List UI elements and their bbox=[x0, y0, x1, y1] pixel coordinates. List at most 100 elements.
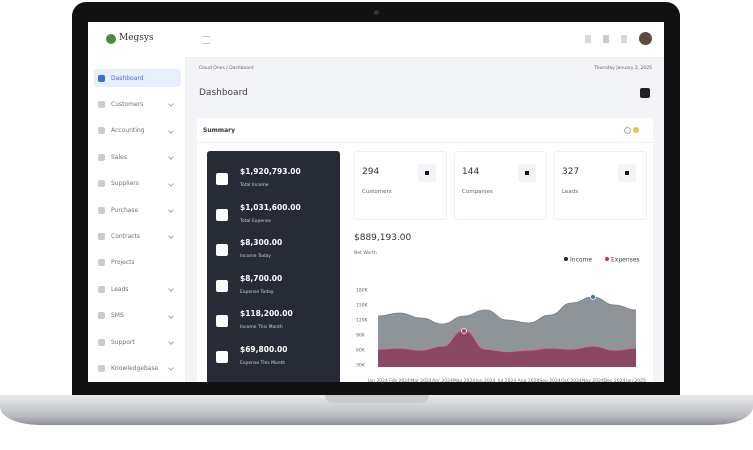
total-icon bbox=[216, 279, 228, 292]
total-label: Income Today bbox=[240, 254, 272, 259]
stat-icon bbox=[625, 171, 629, 175]
stat-value: 327 bbox=[562, 167, 580, 177]
stat-card: 144 Companies bbox=[454, 151, 547, 220]
x-tick-label: Jul 2024 bbox=[497, 378, 516, 382]
icon-button[interactable] bbox=[603, 35, 609, 43]
top-bar bbox=[185, 22, 664, 58]
total-icon bbox=[216, 244, 228, 256]
point bbox=[461, 328, 467, 334]
nav-item[interactable]: Purchase bbox=[94, 201, 181, 219]
icon-button[interactable] bbox=[621, 35, 627, 43]
stat-card: 294 Customers bbox=[354, 151, 447, 220]
point bbox=[590, 294, 596, 300]
nav-icon bbox=[98, 285, 105, 293]
legend-dot bbox=[564, 257, 568, 261]
nav-label: Contracts bbox=[111, 232, 140, 240]
brand-logo bbox=[106, 34, 116, 44]
area bbox=[378, 331, 636, 367]
divider bbox=[197, 142, 653, 143]
nav-item[interactable]: Dashboard bbox=[94, 69, 181, 87]
page-title: Dashboard bbox=[199, 88, 248, 98]
nav-label: Leads bbox=[111, 285, 129, 293]
x-tick-label: Mar 2024 bbox=[410, 378, 432, 382]
nav-icon bbox=[98, 364, 105, 372]
nav-label: Dashboard bbox=[111, 74, 144, 82]
expand-button[interactable] bbox=[640, 88, 650, 98]
y-tick-label: 90K bbox=[356, 333, 366, 339]
nav-label: SMS bbox=[111, 312, 124, 320]
menu-toggle[interactable] bbox=[203, 36, 210, 44]
nav-label: Suppliers bbox=[111, 180, 139, 188]
total-amount: $8,700.00 bbox=[240, 273, 283, 283]
nav-icon bbox=[98, 127, 105, 135]
nav-item[interactable]: Accounting bbox=[94, 122, 181, 140]
total-label: Total Expense bbox=[240, 218, 272, 224]
x-tick-label: Aug 2024 bbox=[518, 378, 540, 382]
stat-icon bbox=[525, 171, 529, 175]
nav-item[interactable]: Projects bbox=[94, 254, 181, 272]
total-label: Expense This Month bbox=[240, 360, 286, 366]
card-tool[interactable] bbox=[624, 127, 631, 134]
x-tick-label: Dec 2024 bbox=[604, 378, 626, 382]
nav-item[interactable]: Suppliers bbox=[94, 175, 181, 193]
nav-label: Knowledgebase bbox=[111, 364, 159, 372]
stat-card: 327 Leads bbox=[554, 151, 647, 220]
nav-item[interactable]: Knowledgebase bbox=[94, 359, 181, 377]
y-tick-label: 60K bbox=[356, 348, 366, 354]
summary-title: Summary bbox=[203, 127, 236, 134]
line bbox=[377, 330, 637, 353]
x-tick-label: Nov 2024 bbox=[582, 378, 604, 382]
stat-value: 294 bbox=[362, 167, 380, 177]
stat-icon bbox=[425, 171, 429, 175]
total-amount: $1,031,600.00 bbox=[240, 202, 301, 212]
y-tick-label: 150K bbox=[356, 303, 369, 309]
nav-item[interactable]: Customers bbox=[94, 95, 181, 113]
x-tick-label: Oct 2024 bbox=[561, 378, 582, 382]
sidebar: Megsys Dashboard Customers Accounting Sales… bbox=[88, 22, 186, 382]
total-amount: $8,300.00 bbox=[240, 238, 283, 247]
legend-label: Expenses bbox=[611, 257, 640, 264]
x-tick-label: Feb 2024 bbox=[389, 378, 410, 382]
nav-icon bbox=[98, 312, 105, 320]
total-icon bbox=[216, 315, 228, 327]
y-tick-label: 30K bbox=[356, 363, 366, 369]
nav-icon bbox=[98, 338, 105, 346]
total-amount: $1,920,793.00 bbox=[240, 167, 301, 176]
nav-icon bbox=[98, 180, 105, 188]
total-label: Expense Today bbox=[240, 289, 274, 295]
nav-icon bbox=[98, 100, 105, 108]
nav-item[interactable]: Contracts bbox=[94, 227, 181, 245]
stat-label: Customers bbox=[362, 189, 392, 195]
total-icon bbox=[216, 350, 228, 363]
stat-label: Companies bbox=[462, 189, 493, 195]
date: Thursday January 2, 2025 bbox=[593, 66, 652, 71]
nav-item[interactable]: Support bbox=[94, 333, 181, 351]
nav-icon bbox=[98, 232, 105, 240]
nav-item[interactable]: Leads bbox=[94, 280, 181, 298]
net-worth-chart: 30K 60K 90K 120K 150K 180K Jan 2024 Feb 2024 Mar… bbox=[356, 257, 646, 383]
breadcrumb-item[interactable]: Cloud Ones bbox=[199, 66, 225, 71]
avatar[interactable] bbox=[639, 32, 652, 45]
nav-label: Support bbox=[111, 338, 135, 346]
nav-item[interactable]: SMS bbox=[94, 307, 181, 325]
icon-button[interactable] bbox=[585, 35, 591, 43]
nav-icon bbox=[98, 259, 105, 267]
y-tick-label: 120K bbox=[356, 318, 369, 324]
net-worth: $889,193.00 bbox=[354, 233, 412, 243]
total-label: Total Income bbox=[240, 183, 269, 188]
nav-label: Sales bbox=[111, 153, 127, 161]
nav-item[interactable]: Sales bbox=[94, 148, 181, 166]
total-amount: $118,200.00 bbox=[240, 309, 293, 318]
net-worth-label: Net Worth bbox=[354, 251, 377, 256]
nav-icon bbox=[98, 74, 105, 82]
breadcrumb-item: Dashboard bbox=[229, 66, 254, 71]
x-tick-label: Jun 2024 bbox=[475, 378, 496, 382]
total-label: Income This Month bbox=[240, 325, 283, 330]
card-tool[interactable] bbox=[633, 127, 639, 133]
x-tick-label: Apr 2024 bbox=[432, 378, 453, 382]
total-icon bbox=[216, 208, 228, 221]
nav-label: Projects bbox=[111, 259, 135, 267]
x-tick-label: Jan 2024 bbox=[367, 378, 388, 382]
nav-label: Accounting bbox=[111, 127, 145, 135]
legend-label: Income bbox=[570, 257, 592, 264]
